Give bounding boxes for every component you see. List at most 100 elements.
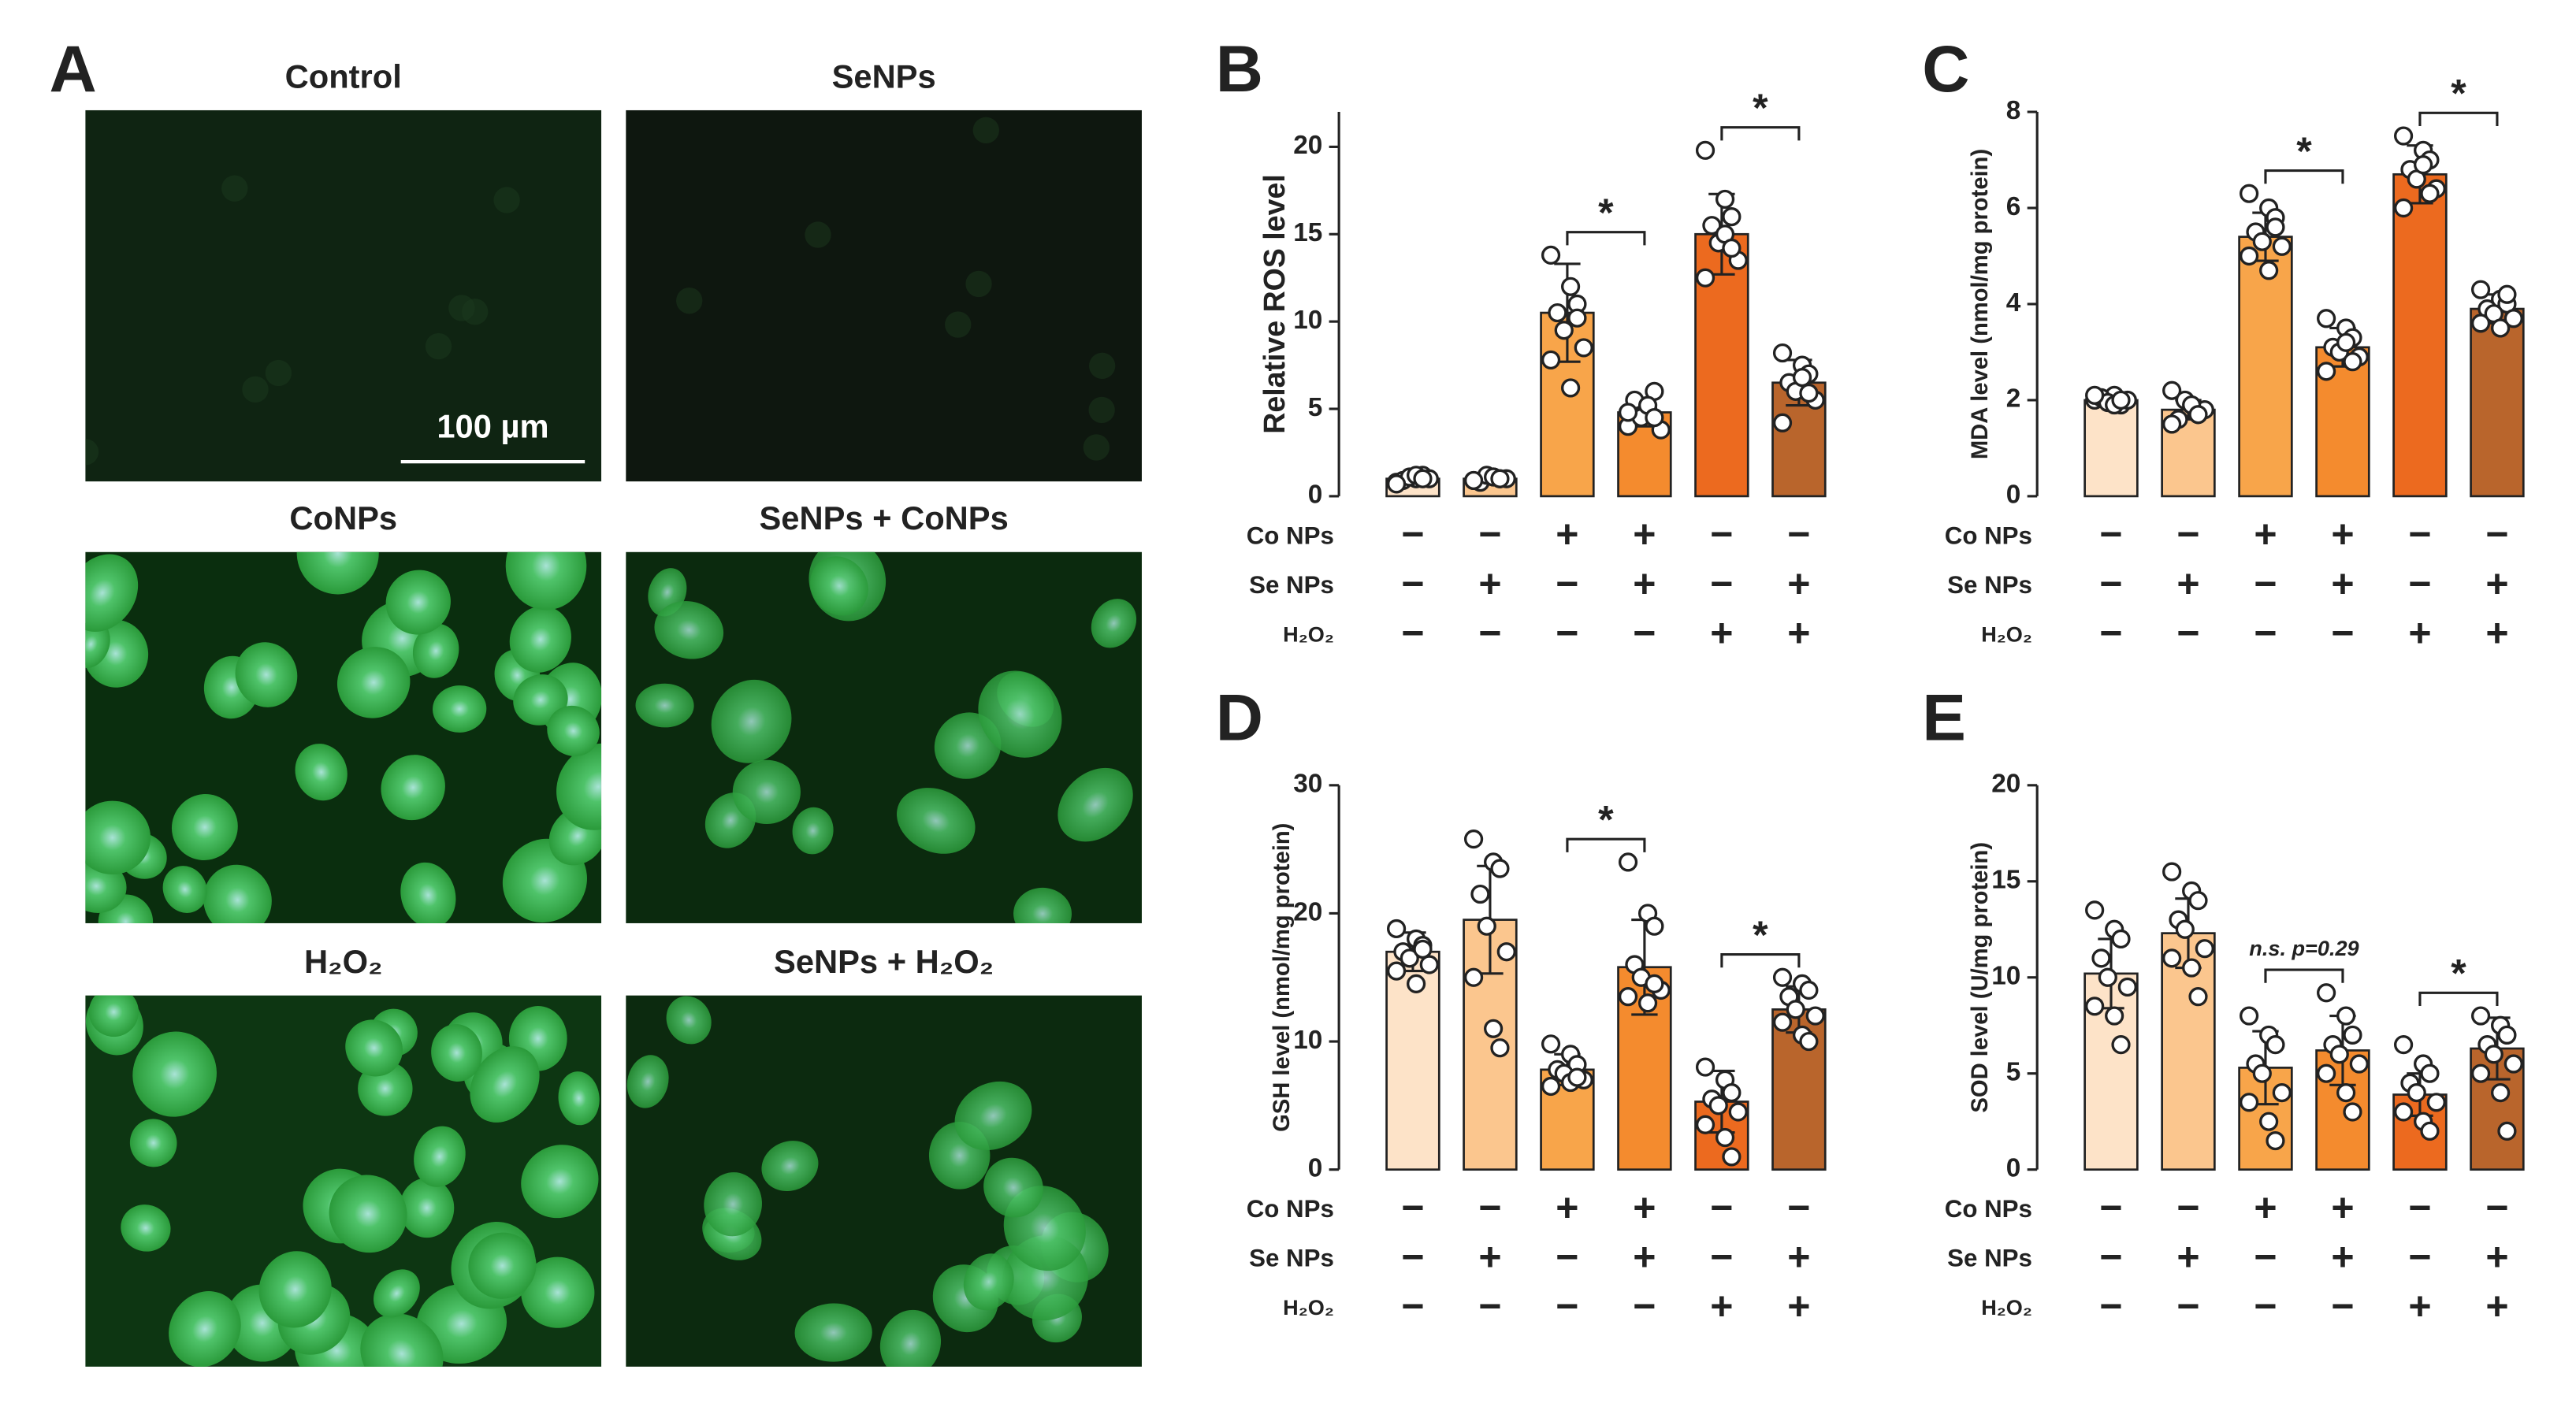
cell <box>963 1253 1014 1311</box>
y-tick-label: 20 <box>1293 897 1322 926</box>
data-point <box>1715 189 1735 210</box>
cell <box>85 554 139 632</box>
cell <box>896 788 976 854</box>
data-point <box>1792 368 1812 388</box>
data-point <box>2317 362 2336 381</box>
y-tick-label: 0 <box>1308 1153 1323 1182</box>
cell <box>732 759 801 825</box>
data-point <box>2162 414 2182 434</box>
treatment-sign: − <box>1710 1235 1733 1279</box>
panel-label: C <box>1922 32 1969 106</box>
micrograph <box>85 109 602 482</box>
treatment-sign: − <box>1710 562 1733 606</box>
y-axis-label: SOD level (U/mg protein) <box>1968 842 1993 1113</box>
cell <box>431 1024 482 1082</box>
data-point <box>2111 1035 2131 1055</box>
cell <box>1058 767 1133 842</box>
data-point <box>1715 1127 1735 1148</box>
treatment-sign: − <box>2254 1235 2277 1279</box>
data-point <box>1618 852 1638 872</box>
cell <box>810 556 868 616</box>
treatment-sign: − <box>2176 512 2199 556</box>
cell <box>547 705 600 756</box>
data-point <box>2317 309 2336 328</box>
treatment-sign: − <box>2254 562 2277 606</box>
significance-bracket <box>2264 968 2344 983</box>
treatment-sign: + <box>2331 1186 2354 1230</box>
cell <box>509 606 571 673</box>
data-point <box>2420 1121 2440 1141</box>
significance-label: * <box>1598 191 1614 235</box>
data-point <box>1645 408 1664 428</box>
data-point <box>2252 1063 2272 1083</box>
data-point <box>1786 1000 1805 1019</box>
data-point <box>2085 385 2105 405</box>
significance-bracket <box>2264 169 2344 184</box>
significance-bracket <box>2418 111 2499 127</box>
cell <box>1013 887 1072 923</box>
treatment-sign: + <box>2485 1284 2508 1328</box>
data-point <box>2317 983 2336 1003</box>
y-tick-label: 6 <box>2006 192 2021 221</box>
cell <box>635 683 694 728</box>
treatment-sign: + <box>2176 562 2199 606</box>
treatment-sign: + <box>1633 1186 1656 1230</box>
data-point <box>2349 1054 2369 1074</box>
faint-cell <box>425 332 452 360</box>
cell <box>400 862 456 923</box>
cell <box>521 1256 595 1328</box>
data-point <box>1560 277 1581 296</box>
data-point <box>1541 350 1561 370</box>
y-tick-label: 30 <box>1293 770 1322 799</box>
data-point <box>2470 280 2491 299</box>
data-point <box>1541 1034 1561 1054</box>
cell <box>626 1055 669 1108</box>
data-point <box>1407 974 1426 993</box>
treatment-sign: − <box>2176 1186 2199 1230</box>
treatment-sign: − <box>2099 1186 2122 1230</box>
treatment-sign: − <box>2254 1284 2277 1328</box>
treatment-sign: − <box>2331 611 2354 655</box>
data-point <box>1772 967 1793 987</box>
treatment-sign: + <box>2331 1235 2354 1279</box>
cell <box>558 1071 600 1126</box>
data-point <box>2182 958 2202 978</box>
treatment-sign: − <box>2099 1235 2122 1279</box>
data-point <box>2329 1045 2349 1064</box>
cell <box>433 685 487 733</box>
data-point <box>2117 977 2137 997</box>
y-tick-label: 20 <box>1293 131 1322 160</box>
treatment-sign: − <box>2331 1284 2354 1328</box>
cell <box>162 866 207 913</box>
data-point <box>1560 378 1581 398</box>
micrograph <box>626 109 1142 482</box>
treatment-sign: − <box>1401 1186 1424 1230</box>
data-point <box>2175 919 2195 939</box>
y-tick-label: 15 <box>1991 866 2020 895</box>
y-tick-label: 5 <box>1308 393 1323 422</box>
data-point <box>1541 1076 1561 1097</box>
cell <box>360 1313 444 1367</box>
treatment-sign: + <box>1478 1235 1501 1279</box>
data-point <box>1548 302 1567 323</box>
data-point <box>1387 474 1407 494</box>
treatment-sign: − <box>1556 611 1578 655</box>
treatment-label: Co NPs <box>1945 1195 2032 1223</box>
data-point <box>2266 1130 2285 1151</box>
data-point <box>2091 948 2111 968</box>
data-point <box>1496 942 1516 962</box>
data-point <box>2336 1083 2356 1103</box>
treatment-sign: + <box>2408 1284 2431 1328</box>
data-point <box>2085 900 2105 920</box>
data-point <box>2470 1063 2491 1083</box>
y-axis-label: Relative ROS level <box>1258 174 1291 433</box>
image-title: H₂O₂ <box>304 943 383 980</box>
data-point <box>2240 246 2259 266</box>
y-axis-label: GSH level (nmol/mg protein) <box>1269 823 1295 1132</box>
cell <box>983 1157 1043 1218</box>
data-point <box>1463 830 1484 849</box>
data-point <box>1722 238 1741 258</box>
treatment-sign: + <box>2331 562 2354 606</box>
cell <box>295 744 348 801</box>
image-title: SeNPs + CoNPs <box>760 499 1009 536</box>
